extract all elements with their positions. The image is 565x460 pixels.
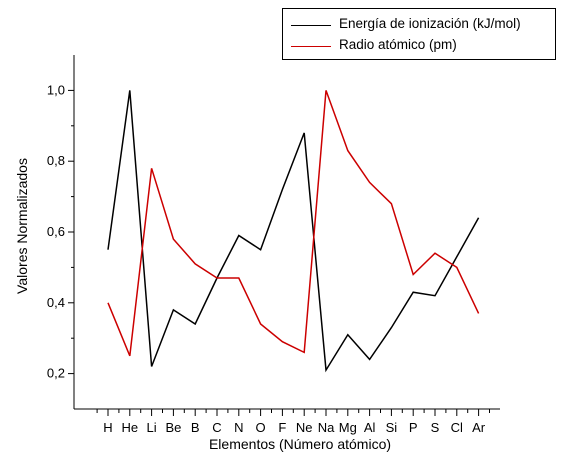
x-axis-label: Elementos (Número atómico) (208, 436, 392, 452)
x-tick-label: Be (165, 420, 181, 435)
legend-swatch-ionization (291, 25, 331, 26)
y-tick-label: 1,0 (47, 82, 65, 97)
y-tick-label: 0,6 (47, 224, 65, 239)
legend-label-ionization: Energía de ionización (kJ/mol) (339, 16, 521, 31)
x-tick-label: He (121, 420, 138, 435)
x-tick-label: P (409, 420, 418, 435)
x-tick-label: C (212, 420, 221, 435)
legend: Energía de ionización (kJ/mol) Radio ató… (282, 8, 556, 60)
legend-item-ionization: Energía de ionización (kJ/mol) (283, 15, 555, 35)
x-tick-label: Si (386, 420, 398, 435)
x-tick-label: Na (318, 420, 335, 435)
x-tick-label: F (278, 420, 286, 435)
legend-label-radius: Radio atómico (pm) (339, 37, 457, 52)
x-tick-label: Cl (451, 420, 463, 435)
y-axis-label: Valores Normalizados (14, 158, 30, 294)
legend-swatch-radius (291, 46, 331, 47)
x-tick-label: Al (364, 420, 376, 435)
x-tick-label: O (256, 420, 266, 435)
y-tick-label: 0,2 (47, 366, 65, 381)
x-tick-label: Li (147, 420, 157, 435)
x-tick-label: B (191, 420, 200, 435)
x-tick-label: S (431, 420, 440, 435)
y-ticks: 0,2 0,4 0,6 0,8 1,0 (47, 82, 74, 381)
x-tick-label: Ar (472, 420, 486, 435)
legend-item-radius: Radio atómico (pm) (283, 36, 555, 56)
series-line-ionization (107, 90, 480, 373)
x-tick-label: H (103, 420, 112, 435)
axes (73, 55, 500, 410)
x-tick-label: Mg (339, 420, 357, 435)
x-tick-label: Ne (296, 420, 313, 435)
x-ticks: H He Li Be B C N O F Ne Na Mg Al Si P S Cl Ar (96, 409, 490, 435)
y-tick-label: 0,8 (47, 153, 65, 168)
series-lines (107, 90, 480, 373)
series-line-radius (107, 90, 480, 357)
x-tick-label: N (234, 420, 243, 435)
y-tick-label: 0,4 (47, 295, 65, 310)
